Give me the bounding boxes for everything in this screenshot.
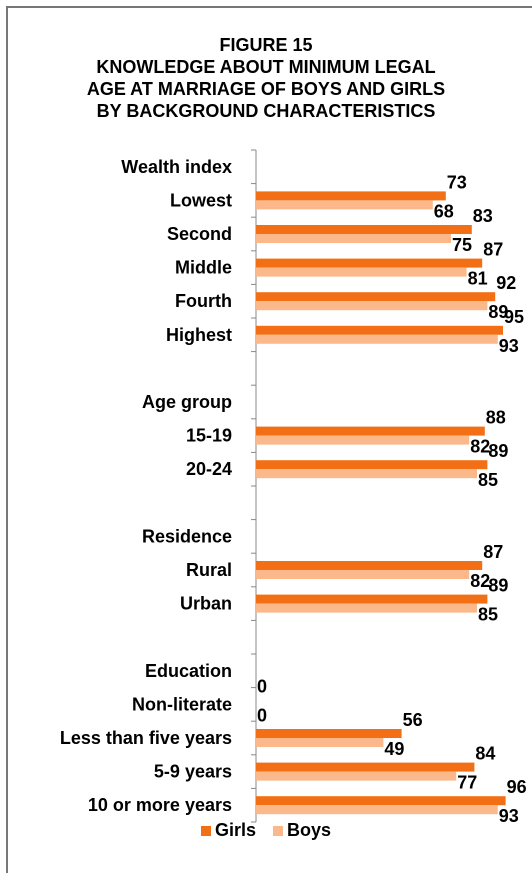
category-label: Less than five years <box>60 728 232 748</box>
data-label-girls: 88 <box>486 408 506 428</box>
bar-boys <box>256 469 477 479</box>
data-label-boys: 89 <box>488 302 508 322</box>
data-label-boys: 49 <box>384 739 404 759</box>
bar-boys <box>256 301 488 311</box>
bar-boys <box>256 200 433 210</box>
data-label-boys: 0 <box>257 705 267 725</box>
legend-swatch-girls <box>200 826 211 837</box>
data-label-boys: 93 <box>499 336 519 356</box>
category-label: Rural <box>186 560 232 580</box>
data-label-girls: 95 <box>504 307 524 327</box>
bar-boys <box>256 570 470 579</box>
data-label-boys: 77 <box>457 773 477 793</box>
bar-girls <box>256 225 472 234</box>
data-label-boys: 82 <box>470 437 490 457</box>
data-label-boys: 81 <box>468 269 488 289</box>
data-label-girls: 92 <box>496 273 516 293</box>
bar-girls <box>256 426 485 436</box>
data-label-girls: 84 <box>475 744 495 764</box>
data-label-girls: 87 <box>483 240 503 260</box>
data-label-boys: 93 <box>499 806 519 826</box>
data-label-boys: 85 <box>478 470 498 490</box>
chart-title-line: AGE AT MARRIAGE OF BOYS AND GIRLS <box>86 79 446 99</box>
group-header-label: Residence <box>142 526 232 546</box>
category-label: 20-24 <box>186 459 232 479</box>
legend-item-boys: Boys <box>273 820 331 841</box>
chart-title-line: KNOWLEDGE ABOUT MINIMUM LEGAL <box>96 57 436 77</box>
data-label-girls: 96 <box>507 777 527 797</box>
category-label: Highest <box>166 325 232 345</box>
bar-girls <box>256 796 506 806</box>
data-label-boys: 82 <box>470 571 490 591</box>
group-header-label: Wealth index <box>121 157 232 177</box>
category-label: Second <box>167 224 232 244</box>
chart-frame <box>6 6 532 873</box>
category-label: Lowest <box>170 190 232 210</box>
legend-item-girls: Girls <box>200 820 256 841</box>
legend-swatch-boys <box>273 826 284 837</box>
category-label: 15-19 <box>186 426 232 446</box>
category-label: Middle <box>175 258 232 278</box>
legend-label-girls: Girls <box>214 820 256 840</box>
chart-title: FIGURE 15 KNOWLEDGE ABOUT MINIMUM LEGAL AG… <box>0 34 532 122</box>
data-label-girls: 0 <box>257 676 267 696</box>
bar-girls <box>256 325 503 335</box>
bar-girls <box>256 561 483 570</box>
bar-girls <box>256 258 483 268</box>
bar-girls <box>256 292 496 302</box>
bar-boys <box>256 267 467 277</box>
legend: Girls Boys <box>0 820 532 841</box>
bar-boys <box>256 738 384 747</box>
bar-girls <box>256 460 488 470</box>
category-label: Non-literate <box>132 694 232 714</box>
bar-girls <box>256 729 402 738</box>
data-label-girls: 89 <box>488 441 508 461</box>
chart-title-line: FIGURE 15 <box>219 35 313 55</box>
group-header-label: Education <box>145 661 232 681</box>
category-label: Fourth <box>175 291 232 311</box>
bar-girls <box>256 762 475 772</box>
bar-boys <box>256 603 477 613</box>
bar-boys <box>256 771 457 781</box>
bar-boys <box>256 805 498 815</box>
bar-boys <box>256 435 470 445</box>
bar-girls <box>256 594 488 604</box>
data-label-boys: 75 <box>452 235 472 255</box>
data-label-girls: 56 <box>403 710 423 730</box>
bar-girls <box>256 191 446 201</box>
bar-boys <box>256 334 498 344</box>
legend-label-boys: Boys <box>287 820 332 840</box>
chart-title-line: BY BACKGROUND CHARACTERISTICS <box>96 101 436 121</box>
data-label-girls: 89 <box>488 576 508 596</box>
data-label-girls: 87 <box>483 542 503 562</box>
category-label: Urban <box>180 594 232 614</box>
data-label-boys: 85 <box>478 605 498 625</box>
data-label-girls: 83 <box>473 206 493 226</box>
category-label: 10 or more years <box>88 795 232 815</box>
group-header-label: Age group <box>142 392 232 412</box>
data-label-girls: 73 <box>447 172 467 192</box>
bar-boys <box>256 234 451 243</box>
category-label: 5-9 years <box>154 762 232 782</box>
data-label-boys: 68 <box>434 201 454 221</box>
